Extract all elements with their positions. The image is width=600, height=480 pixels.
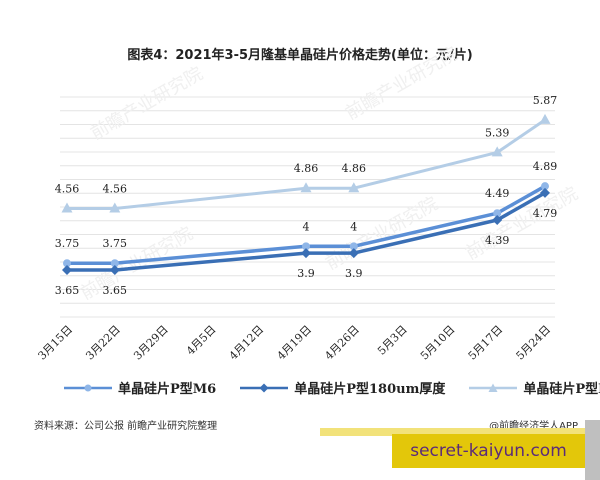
legend-label: 单晶硅片P型M6 (118, 382, 217, 397)
svg-text:3.9: 3.9 (345, 267, 363, 280)
svg-text:4: 4 (303, 220, 310, 233)
svg-text:5.87: 5.87 (533, 94, 558, 107)
svg-text:4.56: 4.56 (103, 182, 128, 195)
x-axis-labels: 3月15日 3月22日 3月29日 4月5日 4月12日 4月19日 4月26日 5月3日 5月… (36, 323, 554, 363)
svg-text:4.79: 4.79 (533, 207, 558, 220)
svg-text:5月3日: 5月3日 (375, 323, 410, 358)
svg-text:3月29日: 3月29日 (131, 323, 171, 363)
data-labels: 3.75 3.75 4 4 4.49 4.89 3.65 3.65 3.9 3.9 4.39 4.79… (55, 94, 558, 297)
svg-text:4.39: 4.39 (485, 234, 510, 247)
series-lines (61, 113, 551, 275)
svg-text:4月12日: 4月12日 (227, 323, 267, 363)
watermark-banner[interactable]: secret-kaiyun.com (392, 434, 585, 468)
svg-text:4: 4 (350, 220, 357, 233)
line-triangle-marker-icon (469, 383, 518, 392)
svg-text:4月5日: 4月5日 (184, 323, 219, 358)
svg-text:3.65: 3.65 (55, 284, 80, 297)
svg-text:4.86: 4.86 (342, 162, 367, 175)
svg-text:4.86: 4.86 (294, 162, 319, 175)
banner-text: secret-kaiyun.com (410, 441, 567, 461)
svg-text:4月19日: 4月19日 (275, 323, 315, 363)
svg-text:前瞻产业研究院: 前瞻产业研究院 (87, 63, 207, 144)
svg-text:4.56: 4.56 (55, 182, 80, 195)
svg-text:5月10日: 5月10日 (418, 323, 458, 363)
svg-text:5月24日: 5月24日 (514, 323, 554, 363)
legend-item-m10[interactable]: 单晶硅片P型M10 (467, 378, 600, 397)
svg-text:4.89: 4.89 (533, 160, 558, 173)
svg-text:5.39: 5.39 (485, 126, 510, 139)
svg-text:3月15日: 3月15日 (36, 323, 76, 363)
legend-item-m6[interactable]: 单晶硅片P型M6 (62, 378, 216, 397)
chart-title: 图表4：2021年3-5月隆基单晶硅片价格走势(单位：元/片) (127, 48, 473, 63)
svg-text:4.49: 4.49 (485, 187, 510, 200)
legend: 单晶硅片P型M6 单晶硅片P型180um厚度 单晶硅片P型M10 (62, 378, 600, 397)
credit-note: @前瞻经济学人APP (489, 421, 578, 432)
svg-text:3.75: 3.75 (55, 237, 80, 250)
edge-strip (585, 420, 600, 480)
legend-label: 单晶硅片P型180um厚度 (294, 382, 446, 397)
line-circle-marker-icon (64, 384, 112, 391)
legend-label: 单晶硅片P型M10 (523, 382, 600, 397)
svg-text:3.75: 3.75 (103, 237, 128, 250)
svg-text:3.65: 3.65 (103, 284, 128, 297)
line-diamond-marker-icon (240, 383, 289, 392)
legend-item-180um[interactable]: 单晶硅片P型180um厚度 (238, 378, 445, 397)
svg-text:5月17日: 5月17日 (466, 323, 506, 363)
svg-text:前瞻产业研究院: 前瞻产业研究院 (342, 43, 462, 124)
svg-text:4月26日: 4月26日 (322, 323, 362, 363)
svg-text:3.9: 3.9 (297, 267, 315, 280)
source-note: 资料来源：公司公报 前瞻产业研究院整理 (34, 421, 218, 432)
svg-text:3月22日: 3月22日 (83, 323, 123, 363)
banner-highlight (320, 428, 585, 436)
